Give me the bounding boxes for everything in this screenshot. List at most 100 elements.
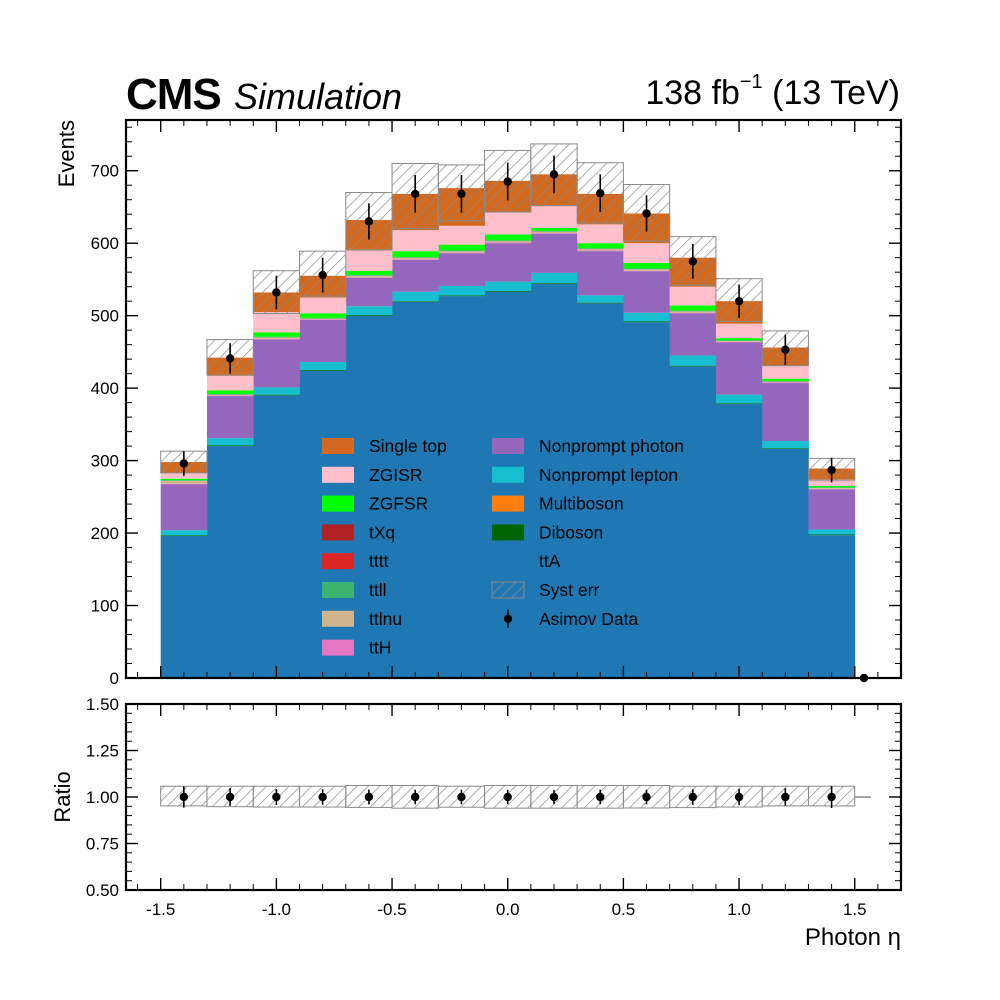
stack-bar-nonprompt-lepton (484, 281, 532, 292)
ratio-point (642, 792, 651, 802)
legend-swatch (322, 438, 354, 454)
stack-bar-nonprompt-photon (206, 396, 254, 439)
stack-bar-ttlnu (160, 480, 208, 484)
stack-bar-tth (623, 270, 671, 272)
legend-entry: ttH (322, 638, 391, 658)
stack-bar-nonprompt-photon (669, 313, 717, 356)
data-point (642, 209, 651, 218)
stack-bar-nonprompt-photon (808, 489, 856, 530)
legend-entry: Multiboson (492, 494, 624, 514)
ratio-y-tick-label: 0.75 (86, 835, 119, 854)
stack-bar-zgfsr (577, 243, 624, 249)
y-tick-label: 400 (91, 379, 119, 398)
stack-bar-zgfsr (669, 305, 717, 311)
legend-label: Multiboson (539, 494, 624, 514)
data-point (503, 177, 512, 186)
legend-label: Nonprompt photon (539, 436, 684, 456)
legend-entry: ZGFSR (322, 494, 428, 514)
legend-label: ZGFSR (369, 494, 428, 514)
stack-bar-ttlnu (438, 251, 485, 253)
stack-bar-ttll (808, 487, 856, 489)
stack-bar-tth (253, 338, 300, 340)
stack-bar-zgisr (299, 297, 347, 314)
legend-label: ZGISR (369, 465, 422, 485)
stack-bar-zgisr (623, 243, 671, 263)
stack-bar-tth (808, 488, 856, 490)
data-point (457, 189, 466, 199)
legend-swatch (322, 524, 354, 541)
stack-bar-nonprompt-photon (530, 233, 578, 273)
stack-bar-tth (715, 341, 763, 343)
stack-bar-diboson (715, 403, 763, 405)
legend-label: Nonprompt lepton (539, 465, 678, 485)
legend-label: tXq (369, 522, 395, 542)
legend-entry: Syst err (491, 580, 599, 600)
legend-label: Syst err (539, 580, 599, 600)
stack-bar-ttlnu (762, 381, 809, 383)
stack-bar-ttlnu (669, 311, 717, 313)
stack-bar-series-0 (253, 395, 300, 678)
legend-label: tttt (369, 551, 389, 571)
data-point (272, 288, 281, 297)
x-tick-label: 0.5 (612, 900, 636, 919)
stack-bar-nonprompt-photon (484, 243, 532, 282)
stack-bar-nonprompt-photon (762, 383, 809, 442)
stack-bar-diboson (253, 394, 300, 396)
stack-bar-tth (484, 242, 532, 244)
stack-bar-diboson (438, 295, 485, 297)
stack-bar-ttll (577, 248, 624, 249)
stack-bar-nonprompt-lepton (160, 530, 208, 536)
stack-bar-zgfsr (808, 485, 856, 488)
y-tick-label: 500 (91, 307, 119, 326)
main-frame (124, 118, 903, 680)
ratio-point (272, 792, 281, 802)
stack-bar-zgisr (438, 225, 485, 245)
legend-swatch (322, 495, 354, 512)
legend-entry: ttA (539, 551, 561, 571)
data-point (364, 217, 374, 226)
stack-bar-nonprompt-photon (438, 253, 485, 286)
data-point (179, 459, 189, 468)
stack-bar-ttlnu (253, 337, 300, 339)
stack-bar-ttll (345, 275, 393, 276)
stack-bar-series-0 (623, 322, 671, 678)
stack-bar-tth (438, 252, 485, 254)
experiment-label: CMS (126, 70, 222, 119)
legend-label: ttll (369, 580, 387, 600)
stack-bar-nonprompt-lepton (808, 529, 856, 535)
stack-bar-zgisr (345, 250, 393, 271)
legend-label: Asimov Data (539, 609, 638, 629)
ratio-point (410, 792, 420, 802)
ratio-point (827, 792, 836, 802)
data-point (734, 296, 744, 306)
stack-bar-ttll (715, 340, 763, 342)
y-tick-label: 300 (91, 452, 119, 471)
stack-bar-diboson (345, 314, 393, 316)
stack-bar-zgfsr (715, 338, 763, 341)
ratio-point (364, 792, 374, 802)
legend-entry: Diboson (492, 522, 603, 542)
lumi-value: 138 fb (645, 74, 740, 112)
stack-bar-zgfsr (345, 270, 393, 276)
x-tick-label: -1.0 (262, 900, 291, 919)
stack-bar-zgisr (715, 323, 763, 339)
status-label: Simulation (234, 76, 403, 117)
stack-bar-tth (530, 233, 578, 234)
stack-bar-nonprompt-photon (715, 342, 763, 395)
stack-bar-zgisr (669, 286, 717, 306)
stack-bar-ttlnu (530, 231, 578, 234)
ratio-panel: 0.50 0.75 1.00 1.25 1.50 -1.5 -1.0 -0.5 0.0 0.5 1.… (50, 695, 903, 951)
stack-bar-ttlnu (345, 275, 393, 278)
stack-bar-nonprompt-lepton (438, 285, 485, 296)
stack-bar-ttlnu (299, 318, 347, 320)
stack-bar-ttll (206, 393, 254, 395)
stack-bar-ttlnu (206, 394, 254, 396)
x-tick-label: -0.5 (377, 900, 406, 919)
stack-bar-ttlnu (392, 257, 439, 260)
legend-entry: Single top (322, 436, 447, 456)
stack-bar-series-0 (299, 370, 347, 678)
ratio-point (688, 792, 697, 802)
stack-bar-ttll (762, 380, 809, 382)
stack-bar-series-0 (715, 404, 763, 678)
stack-bar-tth (392, 259, 439, 260)
